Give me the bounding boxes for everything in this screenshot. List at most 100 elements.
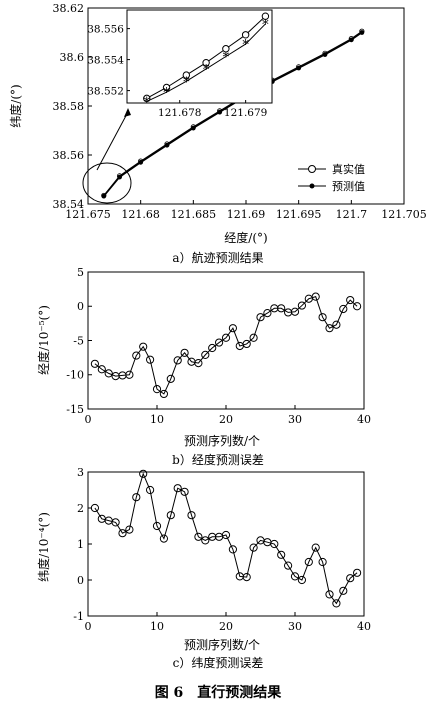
inset-pred-point: * <box>183 75 190 90</box>
inset-xtick-label: 121.679 <box>224 107 267 119</box>
longitude-data-point <box>173 356 182 365</box>
latitude-data-point <box>284 561 293 570</box>
trajectory-ytick-label: 38.54 <box>53 198 85 211</box>
longitude-ytick-label: 5 <box>77 266 84 279</box>
inset-pred-point: * <box>203 63 210 78</box>
legend-true-marker <box>308 165 316 173</box>
latitude-ytick-label: 0 <box>77 574 84 587</box>
longitude-xtick-label: 30 <box>288 413 302 426</box>
longitude-caption: b）经度预测误差 <box>172 452 264 467</box>
latitude-data-point <box>339 586 348 595</box>
trajectory-pred-point <box>117 174 122 180</box>
longitude-data-point <box>132 351 141 360</box>
longitude-ytick-label: -15 <box>66 403 84 416</box>
inset-xtick-label: 121.678 <box>158 107 201 119</box>
latitude-xtick-label: 20 <box>219 620 233 633</box>
trajectory-xtick-label: 121.695 <box>276 208 322 221</box>
latitude-data-point <box>194 532 203 541</box>
latitude-data-point <box>159 534 168 543</box>
trajectory-pred-point <box>101 193 107 199</box>
longitude-data-point <box>97 365 106 374</box>
latitude-data-point <box>187 511 196 520</box>
longitude-data-point <box>311 292 320 301</box>
trajectory-pred-point <box>359 30 365 35</box>
trajectory-pred-point <box>164 142 170 148</box>
longitude-data-point <box>125 370 134 379</box>
trajectory-ytick-label: 38.62 <box>53 2 85 15</box>
inset-true-point <box>222 45 230 53</box>
legend-true-label: 真实值 <box>332 162 365 176</box>
trajectory-y-label: 纬度/(°) <box>8 84 23 127</box>
longitude-data-point <box>166 374 175 383</box>
latitude-x-label: 预测序列数/个 <box>184 637 260 652</box>
latitude-data-point <box>90 503 100 513</box>
longitude-data-point <box>201 350 210 359</box>
longitude-data-point <box>249 333 258 342</box>
latitude-ytick-label: 1 <box>77 538 84 551</box>
latitude-data-point <box>353 568 362 577</box>
inset-frame <box>126 9 273 104</box>
latitude-data-point <box>311 543 320 552</box>
latitude-data-point <box>180 487 189 496</box>
latitude-data-point <box>332 599 341 608</box>
latitude-xtick-label: 30 <box>288 620 302 633</box>
latitude-data-point <box>325 590 334 599</box>
inset-ytick-label: 38.552 <box>87 86 124 98</box>
inset-chart: 121.678 121.679 38.552 38.554 38.556 * * * * * * * <box>87 9 273 119</box>
inset-true-point <box>182 71 191 79</box>
latitude-data-point <box>290 572 300 581</box>
latitude-data-point <box>318 557 327 567</box>
latitude-xtick-label: 0 <box>85 620 92 633</box>
longitude-data-point <box>263 309 272 318</box>
longitude-plot-frame <box>87 271 365 410</box>
inset-true-point <box>143 94 151 103</box>
longitude-data-point <box>290 307 300 316</box>
trajectory-ytick-label: 38.6 <box>60 51 85 64</box>
latitude-data-point <box>166 511 175 520</box>
longitude-data-point <box>228 324 237 333</box>
longitude-x-label: 预测序列数/个 <box>184 433 260 448</box>
longitude-xtick-label: 0 <box>85 413 92 426</box>
latitude-xtick-label: 40 <box>357 620 371 633</box>
trajectory-xtick-label: 121.7 <box>336 208 368 221</box>
longitude-xtick-label: 40 <box>357 413 371 426</box>
inset-pred-point: * <box>144 95 151 110</box>
latitude-ytick-label: 3 <box>77 466 84 479</box>
latitude-caption: c）纬度预测误差 <box>173 655 264 670</box>
longitude-ytick-label: 0 <box>77 300 84 313</box>
longitude-ytick-label: -5 <box>73 334 84 347</box>
longitude-data-point <box>325 324 334 333</box>
trajectory-xtick-label: 121.68 <box>121 208 160 221</box>
inset-pred-line <box>146 23 266 102</box>
legend: 真实值 预测值 <box>298 162 365 193</box>
latitude-data-point <box>201 536 210 545</box>
latitude-data-point <box>242 573 251 582</box>
longitude-y-label: 经度/10⁻⁵(°) <box>36 305 51 375</box>
longitude-data-point <box>318 313 327 322</box>
latitude-data-point <box>132 493 141 502</box>
latitude-series-line <box>94 472 358 605</box>
trajectory-caption: a）航迹预测结果 <box>172 250 263 265</box>
latitude-data-point <box>249 543 258 552</box>
longitude-data-point <box>332 320 341 329</box>
latitude-data-point <box>146 485 155 495</box>
longitude-data-point <box>242 339 251 349</box>
trajectory-pred-point <box>217 109 223 115</box>
latitude-ytick-label: 2 <box>77 502 84 515</box>
inset-true-point <box>202 59 210 67</box>
legend-pred-marker <box>309 183 315 189</box>
longitude-data-point <box>139 342 148 351</box>
latitude-data-point <box>125 525 134 534</box>
trajectory-xtick-label: 121.69 <box>227 208 266 221</box>
inset-pred-point: * <box>163 86 170 101</box>
zoom-arrowhead <box>124 108 131 117</box>
figure-caption: 图 6 直行预测结果 <box>155 684 283 701</box>
longitude-data-point <box>221 333 231 342</box>
longitude-data-point <box>152 385 162 394</box>
latitude-data-point <box>304 557 313 567</box>
longitude-data-point <box>353 302 362 311</box>
longitude-data-point <box>346 295 355 305</box>
latitude-data-point <box>173 484 182 493</box>
